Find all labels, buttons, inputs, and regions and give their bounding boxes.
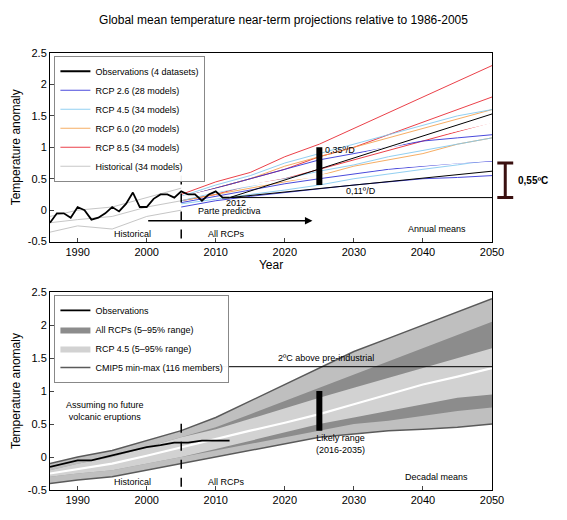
svg-text:1.5: 1.5 xyxy=(32,110,47,122)
svg-text:2ºC above pre-industrial: 2ºC above pre-industrial xyxy=(278,353,374,363)
svg-text:1.5: 1.5 xyxy=(32,352,47,364)
svg-text:2010: 2010 xyxy=(204,246,228,258)
svg-text:All RCPs: All RCPs xyxy=(208,229,245,239)
svg-text:Historical (34 models): Historical (34 models) xyxy=(95,162,182,172)
svg-text:RCP 2.6 (28 models): RCP 2.6 (28 models) xyxy=(95,86,179,96)
svg-text:-0.5: -0.5 xyxy=(28,235,47,247)
svg-text:Global mean temperature near-t: Global mean temperature near-term projec… xyxy=(99,13,468,27)
svg-text:2.5: 2.5 xyxy=(32,286,47,298)
svg-text:Parte predictiva: Parte predictiva xyxy=(198,206,261,216)
svg-text:RCP 4.5 (5–95% range): RCP 4.5 (5–95% range) xyxy=(95,344,191,354)
svg-text:2.5: 2.5 xyxy=(32,47,47,59)
svg-text:2050: 2050 xyxy=(480,246,504,258)
svg-text:2040: 2040 xyxy=(411,494,435,506)
svg-text:Temperature anomaly: Temperature anomaly xyxy=(9,89,23,205)
svg-text:Year: Year xyxy=(259,258,283,272)
svg-text:1: 1 xyxy=(41,141,47,153)
svg-text:Temperature anomaly: Temperature anomaly xyxy=(9,333,23,449)
svg-text:Annual means: Annual means xyxy=(408,224,466,234)
svg-text:2050: 2050 xyxy=(480,494,504,506)
svg-text:-0.5: -0.5 xyxy=(28,484,47,496)
svg-text:Likely range(2016-2035): Likely range(2016-2035) xyxy=(316,433,365,455)
svg-text:2000: 2000 xyxy=(134,246,158,258)
svg-text:2: 2 xyxy=(41,78,47,90)
svg-text:CMIP5 min-max (116 members): CMIP5 min-max (116 members) xyxy=(95,363,222,373)
svg-text:0,11º/D: 0,11º/D xyxy=(346,186,376,196)
svg-text:0,35º/D: 0,35º/D xyxy=(325,145,355,155)
svg-text:RCP 4.5 (34 models): RCP 4.5 (34 models) xyxy=(95,105,179,115)
svg-text:RCP 8.5 (34 models): RCP 8.5 (34 models) xyxy=(95,143,179,153)
svg-text:2020: 2020 xyxy=(273,246,297,258)
svg-text:2030: 2030 xyxy=(342,246,366,258)
svg-text:Historical: Historical xyxy=(114,477,151,487)
svg-text:1990: 1990 xyxy=(65,246,89,258)
svg-text:2000: 2000 xyxy=(134,494,158,506)
svg-text:0,55ºC: 0,55ºC xyxy=(518,175,548,186)
svg-text:2: 2 xyxy=(41,319,47,331)
svg-text:1990: 1990 xyxy=(65,494,89,506)
svg-text:1: 1 xyxy=(41,385,47,397)
svg-text:RCP 6.0 (20 models): RCP 6.0 (20 models) xyxy=(95,124,179,134)
svg-text:Decadal means: Decadal means xyxy=(405,472,468,482)
svg-text:2012: 2012 xyxy=(226,198,246,208)
svg-text:Observations (4 datasets): Observations (4 datasets) xyxy=(95,67,198,77)
svg-text:2040: 2040 xyxy=(411,246,435,258)
svg-text:Assuming no futurevolcanic eru: Assuming no futurevolcanic eruptions xyxy=(66,400,144,422)
svg-text:0: 0 xyxy=(41,451,47,463)
svg-text:All RCPs (5–95% range): All RCPs (5–95% range) xyxy=(95,325,193,335)
svg-text:2010: 2010 xyxy=(204,494,228,506)
svg-text:Historical: Historical xyxy=(114,229,151,239)
svg-text:2030: 2030 xyxy=(342,494,366,506)
svg-text:All RCPs: All RCPs xyxy=(208,477,245,487)
svg-text:2020: 2020 xyxy=(273,494,297,506)
svg-text:Observations: Observations xyxy=(95,306,149,316)
svg-text:0: 0 xyxy=(41,204,47,216)
svg-text:0.5: 0.5 xyxy=(32,418,47,430)
svg-text:0.5: 0.5 xyxy=(32,173,47,185)
